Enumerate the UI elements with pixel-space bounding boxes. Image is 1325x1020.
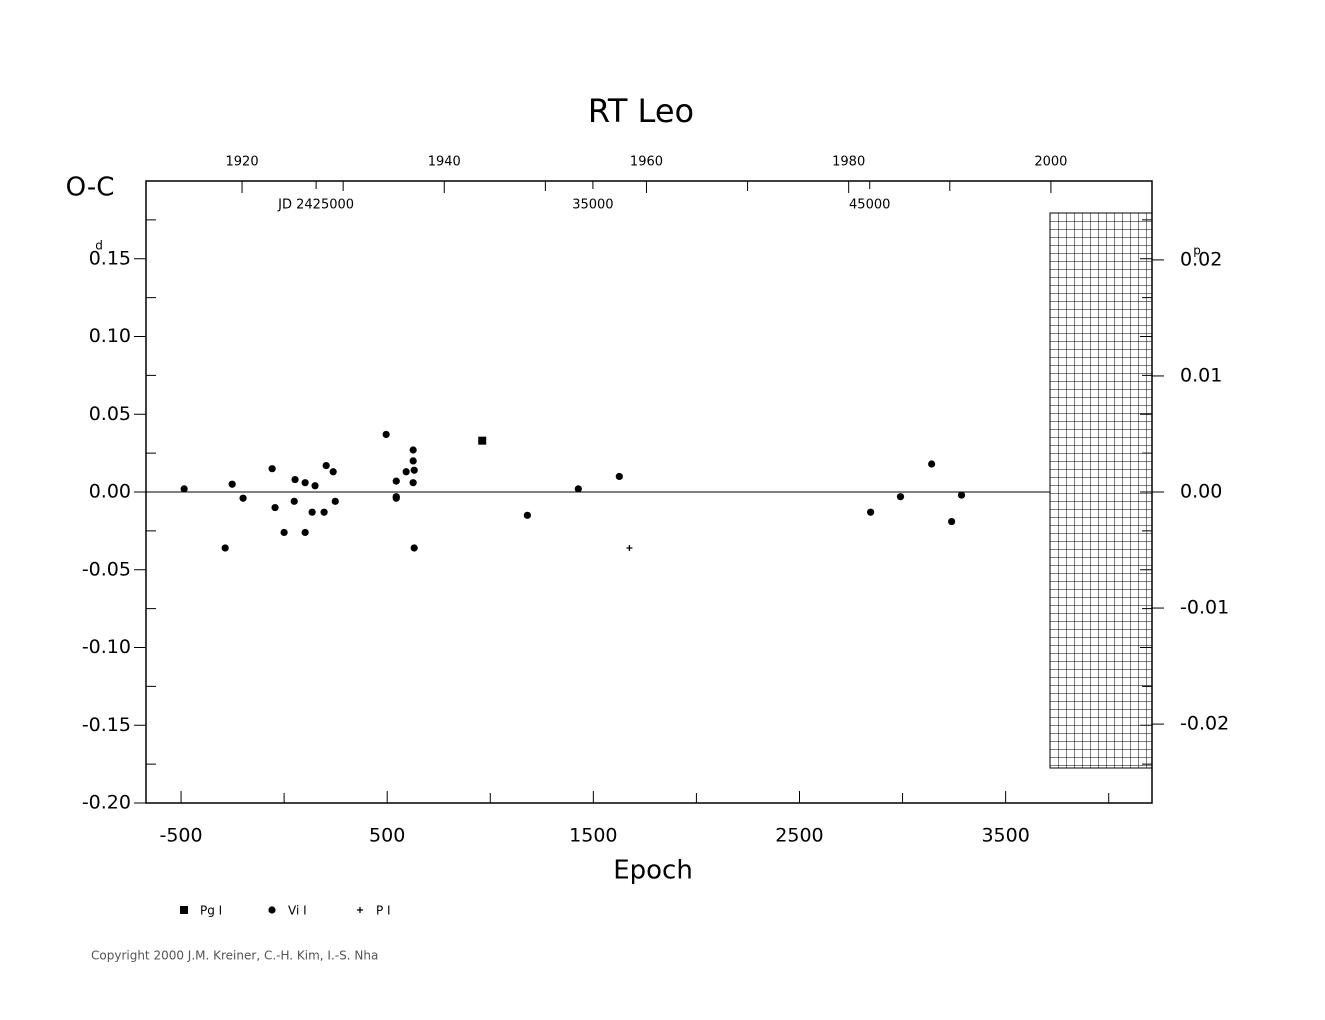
legend-marker: [180, 906, 188, 914]
legend-marker: [357, 907, 363, 913]
point: [239, 494, 247, 502]
point: [410, 544, 418, 552]
point: [409, 446, 417, 454]
point: [290, 497, 298, 505]
y-tick-label: 0.15: [89, 247, 131, 269]
point: [311, 482, 319, 490]
x-tick-label: 3500: [981, 825, 1029, 847]
y-tick-label: -0.20: [82, 792, 131, 814]
point: [382, 430, 390, 439]
point: [392, 477, 400, 485]
point: [957, 491, 966, 499]
top-tick-label: 1960: [630, 155, 663, 170]
point: [478, 436, 487, 445]
y-tick-label: -0.10: [82, 636, 131, 658]
y2-tick-label: -0.02: [1180, 713, 1229, 735]
point: [410, 466, 418, 474]
y-tick-label: -0.15: [82, 714, 131, 736]
point: [301, 528, 309, 537]
y2-unit: p: [1193, 244, 1201, 258]
y2-tick-label: 0.01: [1180, 364, 1222, 386]
point: [271, 503, 279, 512]
y2-tick-label: 0.00: [1180, 481, 1222, 503]
point: [331, 497, 339, 505]
point: [180, 485, 188, 493]
point: [308, 508, 316, 516]
point: [322, 461, 330, 470]
point: [615, 472, 623, 481]
point: [291, 475, 299, 484]
point: [867, 508, 875, 516]
point: [626, 544, 633, 551]
point: [409, 479, 417, 487]
point: [392, 494, 400, 502]
point: [896, 493, 905, 501]
y2-tick-label: -0.01: [1180, 597, 1229, 619]
point: [948, 517, 956, 526]
top-tick-label: 2000: [1034, 155, 1067, 170]
jd-label: JD 2425000: [277, 198, 354, 213]
y-tick-label: -0.05: [82, 558, 131, 580]
chart-title: RT Leo: [588, 92, 694, 130]
legend-label: Vi I: [288, 904, 307, 918]
point: [928, 460, 936, 468]
point: [523, 511, 531, 519]
point: [301, 479, 309, 487]
jd-label: 45000: [849, 198, 890, 213]
x-tick-label: -500: [159, 825, 202, 847]
point: [280, 528, 288, 537]
x-tick-label: 2500: [775, 825, 823, 847]
top-tick-label: 1920: [226, 155, 259, 170]
hatched-region: [1049, 212, 1153, 769]
legend-label: P I: [376, 904, 391, 918]
y-axis-label: O-C: [66, 173, 115, 203]
top-tick-label: 1940: [428, 155, 461, 170]
y-tick-label: 0.00: [89, 481, 131, 503]
point: [574, 485, 582, 493]
legend-marker: [268, 906, 276, 914]
x-axis-label: Epoch: [613, 856, 693, 886]
point: [268, 465, 276, 473]
point: [221, 544, 229, 552]
point: [409, 457, 417, 465]
x-tick-label: 1500: [569, 825, 617, 847]
point: [402, 468, 410, 476]
top-tick-label: 1980: [832, 155, 865, 170]
y2-tick-label: 0.02: [1180, 248, 1222, 270]
y-tick-label: 0.10: [89, 325, 131, 347]
y-tick-label: 0.05: [89, 403, 131, 425]
legend-label: Pg I: [200, 904, 222, 918]
y-unit: d: [95, 239, 103, 253]
point: [320, 508, 328, 516]
jd-label: 35000: [572, 198, 613, 213]
point: [329, 468, 337, 476]
x-tick-label: 500: [369, 825, 405, 847]
copyright: Copyright 2000 J.M. Kreiner, C.-H. Kim, …: [91, 949, 378, 963]
point: [228, 480, 236, 488]
